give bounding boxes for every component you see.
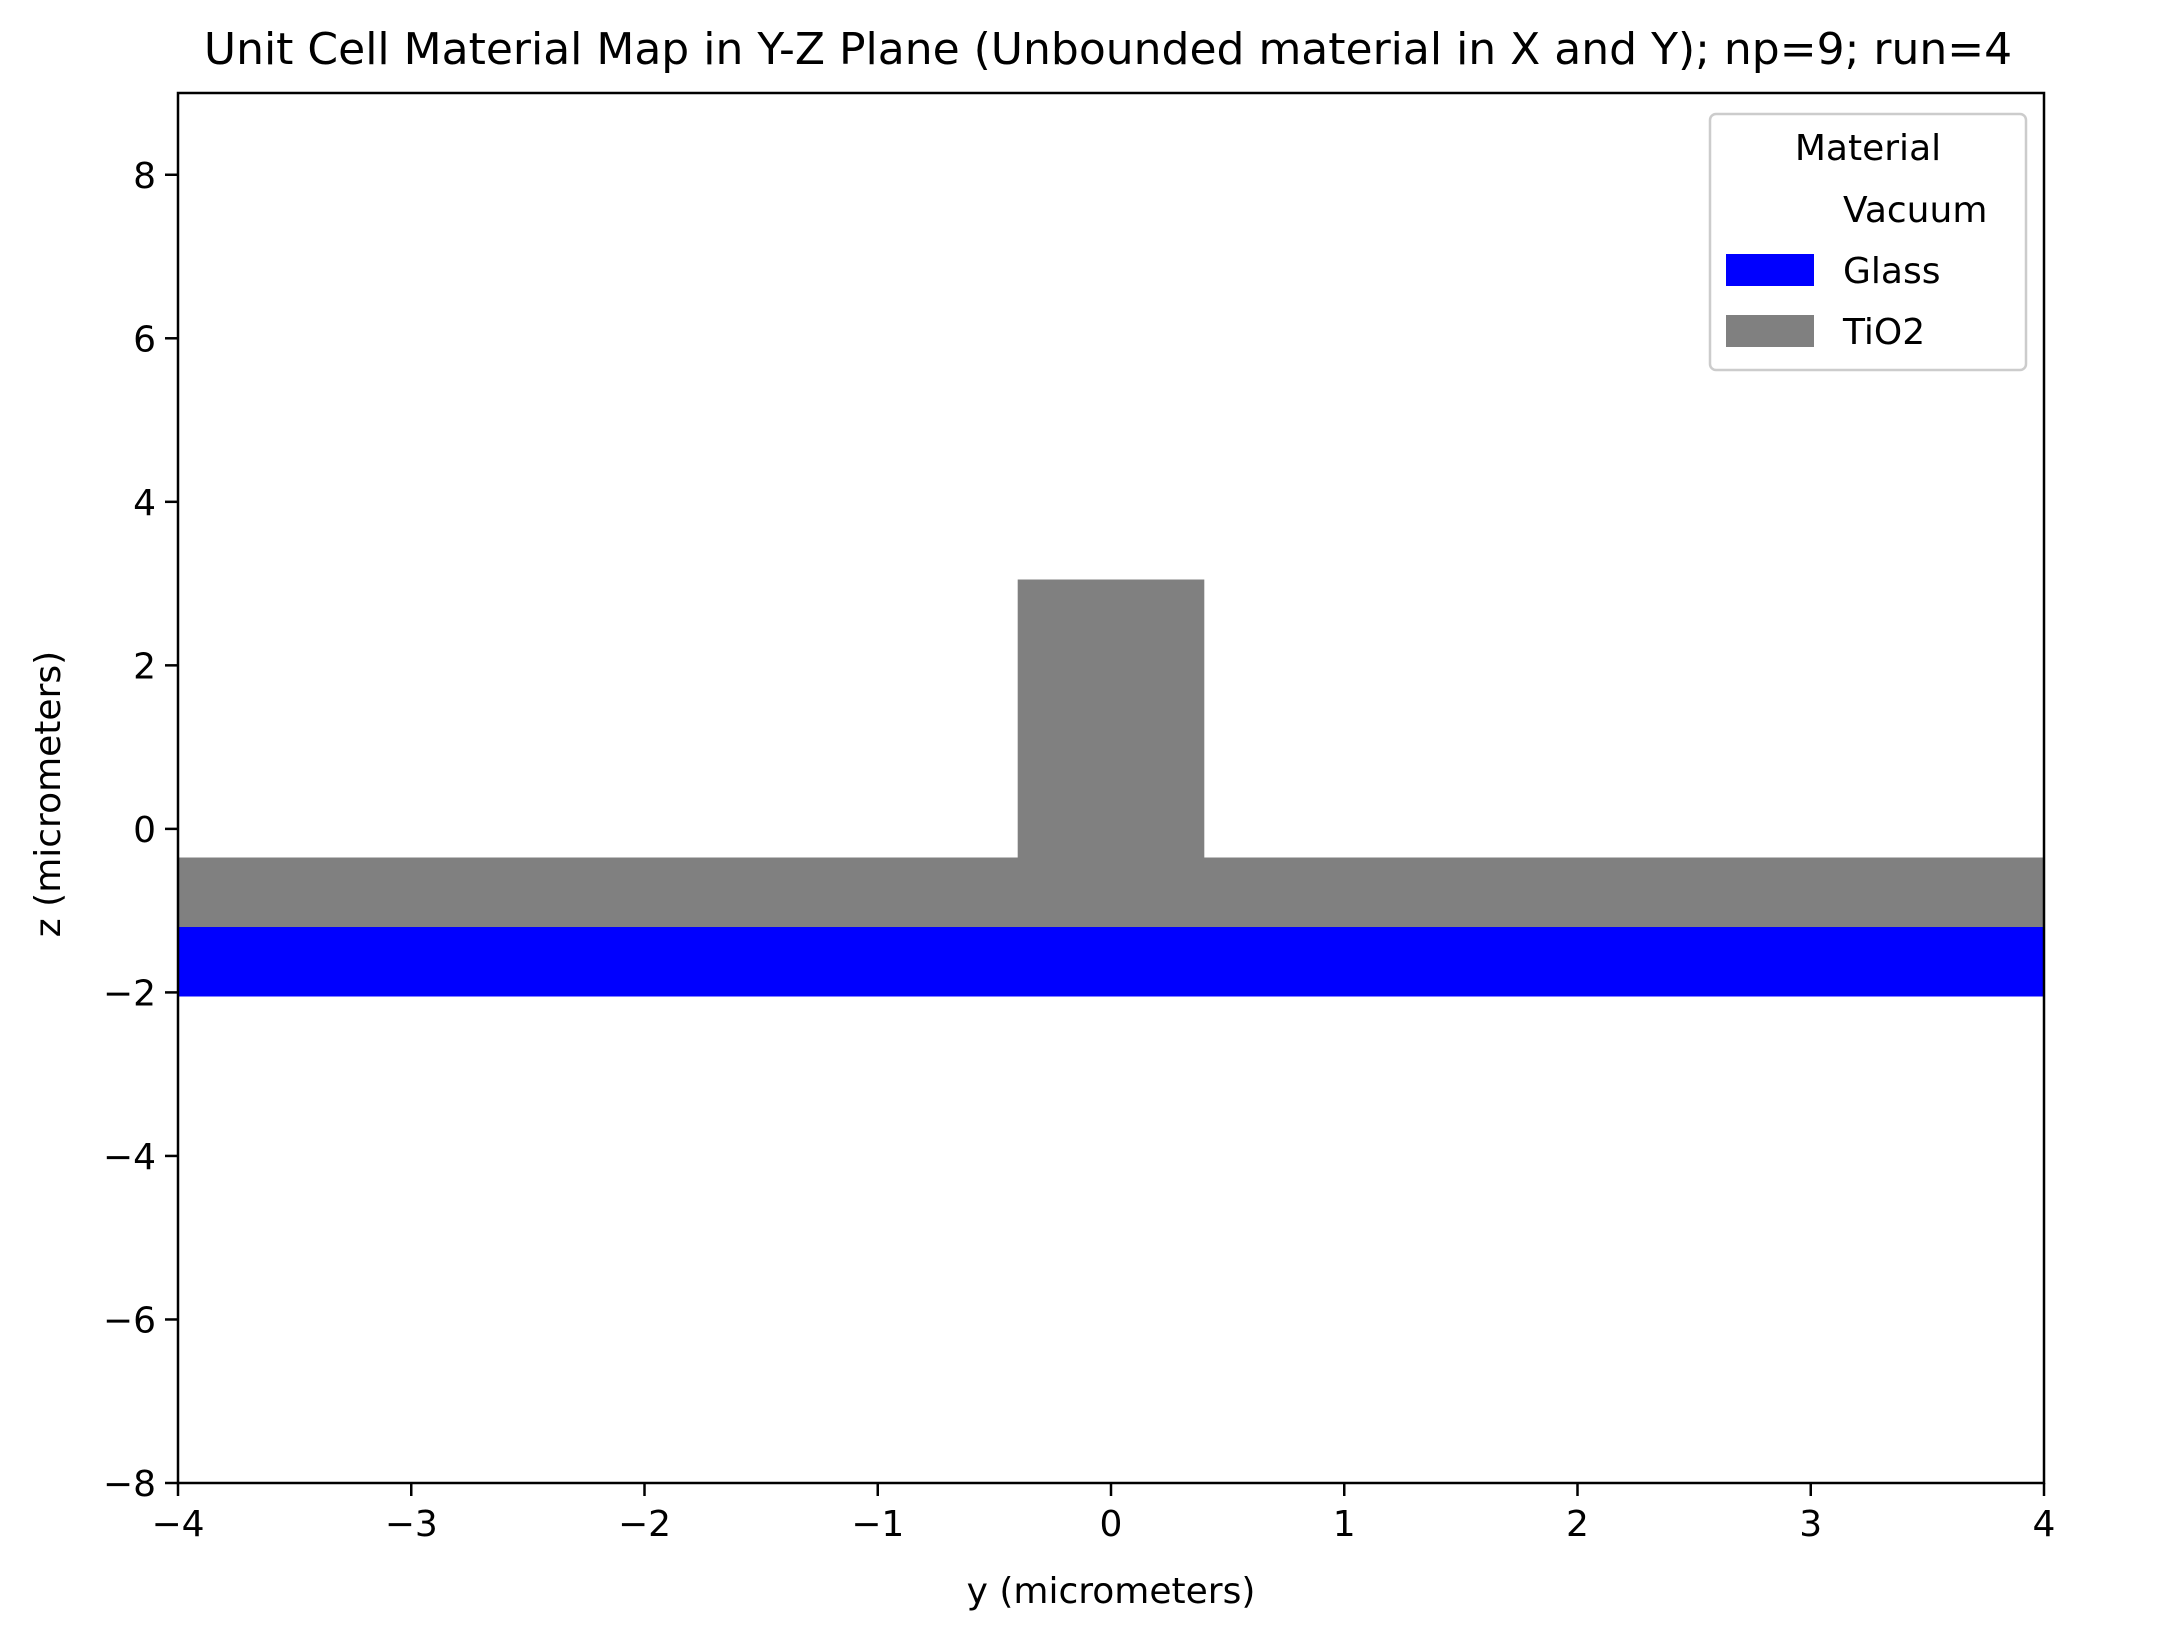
y-tick-label: 8 [133, 156, 156, 197]
y-tick-label: −4 [103, 1137, 156, 1178]
legend-label-tio2: TiO2 [1842, 312, 1925, 353]
material-regions [178, 579, 2044, 997]
x-tick-label: −2 [618, 1504, 671, 1545]
chart-title: Unit Cell Material Map in Y-Z Plane (Unb… [204, 24, 2012, 75]
x-tick-label: −4 [151, 1504, 204, 1545]
region-glass-0 [178, 927, 2044, 997]
region-tio2-1 [178, 857, 2044, 927]
x-axis-label: y (micrometers) [967, 1571, 1256, 1612]
legend: Material Vacuum Glass TiO2 [1708, 112, 2028, 372]
y-tick-label: −6 [103, 1300, 156, 1341]
x-tick-label: −1 [851, 1504, 904, 1545]
legend-swatch-tio2 [1726, 315, 1814, 347]
y-tick-label: −2 [103, 973, 156, 1014]
legend-label-vacuum: Vacuum [1843, 190, 1987, 231]
y-tick-label: 6 [133, 319, 156, 360]
x-tick-label: −3 [385, 1504, 438, 1545]
x-tick-label: 2 [1566, 1504, 1589, 1545]
legend-swatch-glass [1726, 254, 1814, 286]
x-tick-label: 1 [1333, 1504, 1356, 1545]
y-tick-label: 2 [133, 646, 156, 687]
x-tick-label: 4 [2033, 1504, 2056, 1545]
y-tick-label: −8 [103, 1464, 156, 1505]
legend-swatch-vacuum [1726, 193, 1814, 225]
region-tio2-2 [1017, 579, 1205, 858]
y-tick-label: 4 [133, 483, 156, 524]
y-tick-label: 0 [133, 810, 156, 851]
legend-box [1708, 112, 2028, 372]
x-tick-label: 3 [1799, 1504, 1822, 1545]
legend-label-glass: Glass [1843, 251, 1940, 292]
y-axis: −8 −6 −4 −2 0 2 4 6 8 [103, 156, 178, 1505]
x-axis: −4 −3 −2 −1 0 1 2 3 4 [151, 1483, 2055, 1545]
legend-title: Material [1795, 128, 1941, 169]
x-tick-label: 0 [1100, 1504, 1123, 1545]
y-axis-label: z (micrometers) [28, 651, 69, 937]
